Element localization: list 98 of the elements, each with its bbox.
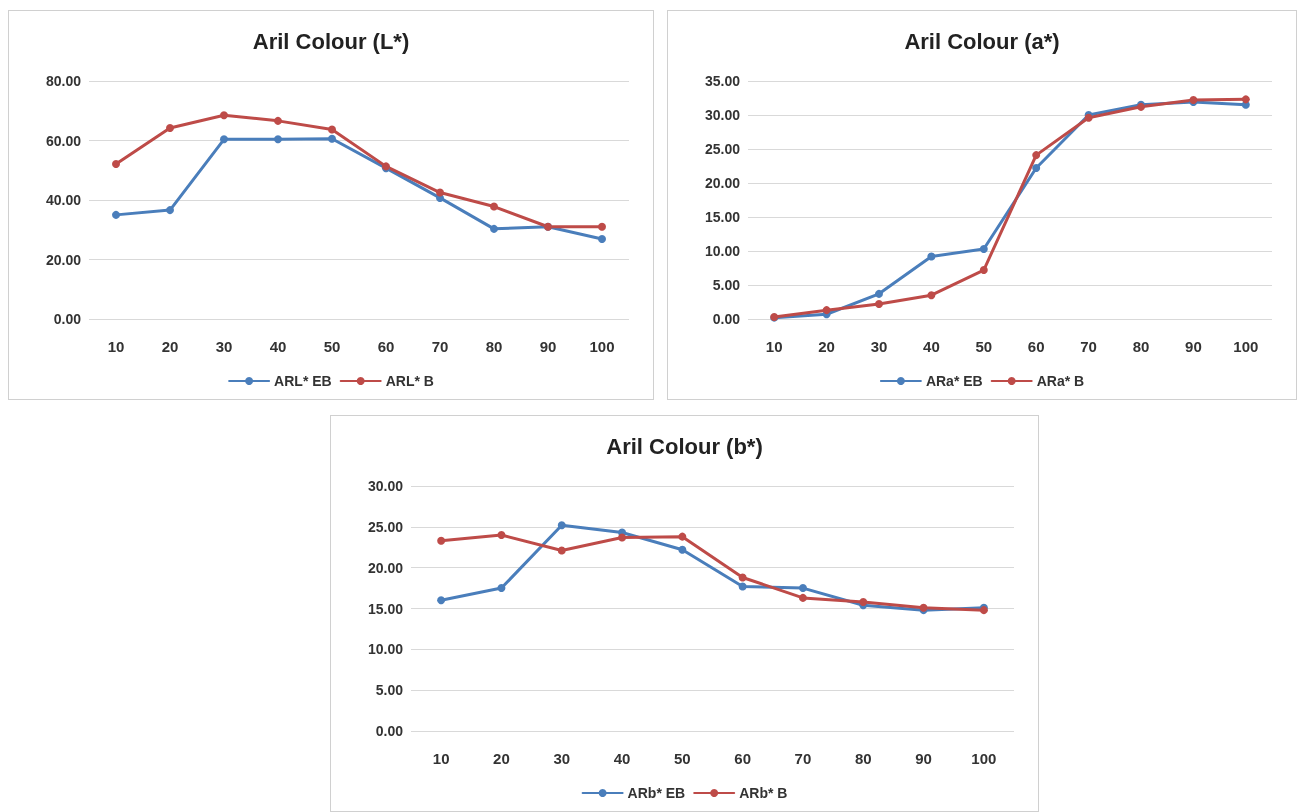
x-tick-label: 10: [107, 338, 125, 355]
point: [437, 596, 446, 605]
y-tick-label: 15.00: [367, 600, 404, 617]
x-tick-label: 70: [1080, 338, 1097, 355]
point: [557, 521, 566, 530]
y-tick-label: 5.00: [712, 277, 741, 293]
y-tick-label: 5.00: [375, 682, 404, 699]
point: [859, 597, 868, 606]
x-tick-label: 40: [269, 338, 287, 355]
point: [112, 210, 120, 219]
point: [1032, 151, 1041, 160]
x-tick-label: 70: [794, 750, 812, 767]
point: [798, 584, 807, 593]
point: [979, 244, 988, 253]
x-tick-label: 90: [1185, 338, 1202, 355]
x-tick-label: 20: [818, 338, 835, 355]
y-tick-label: 30.00: [704, 107, 741, 123]
point: [557, 546, 566, 555]
chart-title: Aril Colour (b*): [606, 433, 763, 459]
x-tick-label: 60: [734, 750, 751, 767]
x-tick-label: 80: [854, 750, 872, 767]
x-tick-label: 100: [1233, 338, 1259, 355]
legend-label: ARL* EB: [274, 373, 332, 389]
x-tick-label: 50: [975, 338, 993, 355]
y-tick-label: 40.00: [45, 192, 82, 208]
point: [875, 289, 883, 298]
legend-label: ARb* EB: [627, 785, 686, 801]
x-tick-label: 70: [431, 338, 449, 355]
point: [490, 202, 498, 211]
y-tick-label: 0.00: [53, 311, 82, 327]
point: [1032, 164, 1041, 173]
x-tick-label: 100: [971, 750, 997, 767]
y-tick-label: 10.00: [704, 243, 741, 259]
point: [497, 531, 506, 539]
point: [274, 116, 282, 125]
y-tick-label: 20.00: [367, 559, 404, 576]
point: [436, 188, 444, 197]
point: [328, 134, 336, 143]
point: [166, 124, 174, 132]
x-tick-label: 20: [493, 750, 510, 767]
point: [490, 224, 498, 233]
x-tick-label: 30: [215, 338, 233, 355]
point: [875, 300, 883, 309]
legend-label: ARa* B: [1036, 373, 1085, 389]
y-tick-label: 80.00: [45, 73, 82, 89]
x-tick-label: 40: [613, 750, 631, 767]
y-tick-label: 60.00: [45, 132, 82, 149]
point: [112, 160, 120, 168]
point: [328, 125, 336, 134]
point: [497, 584, 506, 593]
x-tick-label: 80: [485, 338, 503, 355]
x-tick-label: 60: [377, 338, 395, 355]
point: [678, 545, 687, 554]
y-tick-label: 20.00: [704, 175, 741, 191]
point: [738, 582, 747, 591]
x-tick-label: 90: [915, 750, 932, 767]
y-tick-label: 35.00: [704, 73, 741, 89]
y-tick-label: 25.00: [367, 518, 404, 535]
point: [738, 573, 747, 582]
x-tick-label: 40: [923, 338, 940, 355]
y-tick-label: 10.00: [367, 641, 404, 658]
point: [598, 234, 606, 243]
point: [822, 306, 831, 315]
point: [798, 593, 807, 602]
chart-title: Aril Colour (a*): [904, 28, 1060, 54]
x-tick-label: 50: [323, 338, 341, 355]
x-tick-label: 60: [1027, 338, 1045, 355]
x-tick-label: 20: [161, 338, 179, 355]
x-tick-label: 80: [1132, 338, 1150, 355]
x-tick-label: 10: [432, 750, 450, 767]
point: [1241, 95, 1250, 104]
legend-label: ARa* EB: [925, 373, 983, 389]
legend-label: ARL* B: [385, 373, 434, 389]
x-tick-label: 100: [589, 338, 615, 355]
x-tick-label: 30: [553, 750, 571, 767]
legend-label: ARb* B: [739, 785, 788, 801]
point: [437, 536, 446, 545]
point: [618, 533, 627, 542]
chart-title: Aril Colour (L*): [252, 28, 410, 54]
x-tick-label: 10: [765, 338, 783, 355]
y-tick-label: 0.00: [375, 723, 404, 739]
point: [220, 135, 228, 144]
point: [274, 135, 282, 144]
point: [979, 266, 988, 275]
x-tick-label: 30: [870, 338, 888, 355]
y-tick-label: 0.00: [712, 311, 741, 327]
point: [220, 111, 228, 120]
x-tick-label: 90: [539, 338, 557, 355]
x-tick-label: 50: [674, 750, 691, 767]
y-tick-label: 25.00: [704, 141, 741, 157]
point: [678, 532, 687, 541]
point: [927, 252, 936, 261]
y-tick-label: 30.00: [367, 478, 404, 494]
y-tick-label: 15.00: [704, 209, 741, 225]
point: [166, 206, 174, 215]
y-tick-label: 20.00: [45, 251, 82, 268]
point: [598, 222, 606, 231]
point: [927, 291, 936, 300]
